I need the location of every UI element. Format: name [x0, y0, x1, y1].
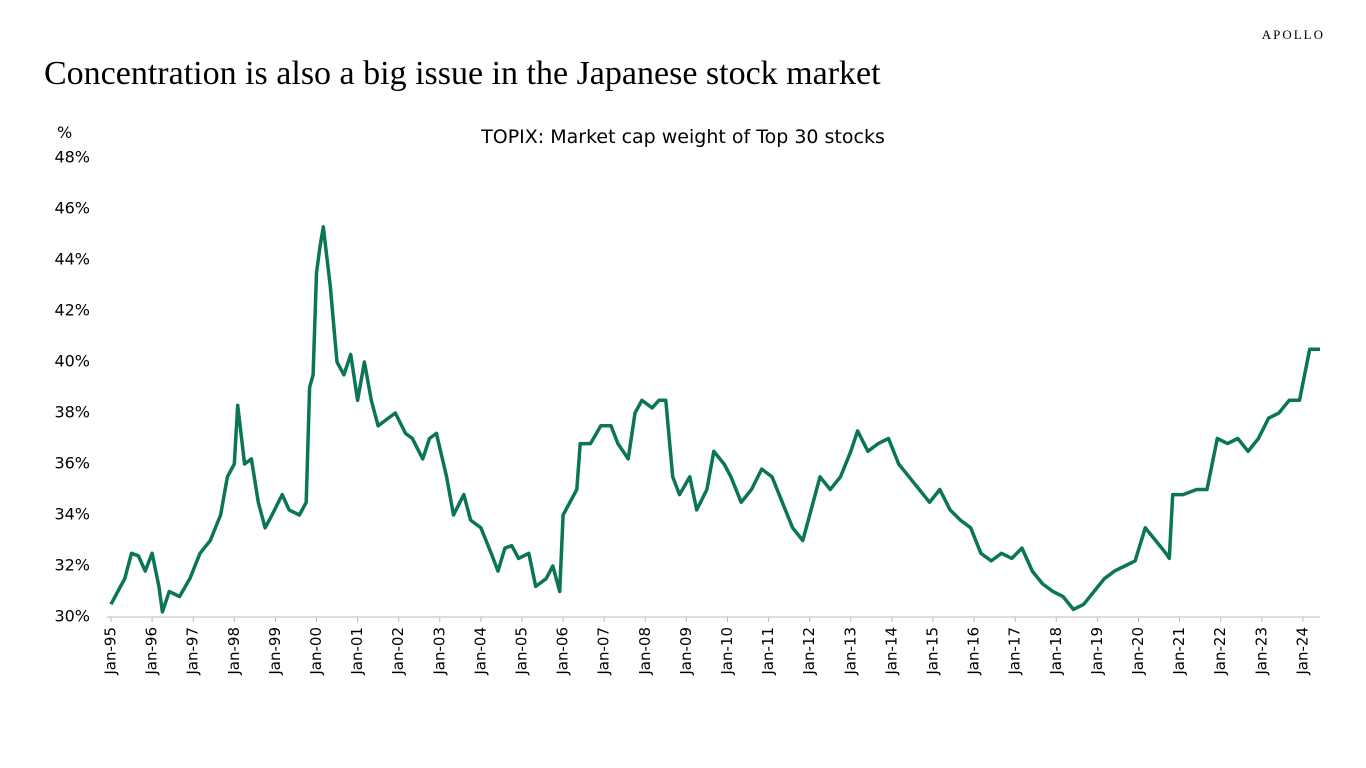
x-tick-label: Jan-95 [102, 627, 120, 676]
x-tick-label: Jan-15 [923, 627, 941, 676]
y-tick-label: 34% [54, 505, 90, 524]
y-tick-label: 36% [54, 454, 90, 473]
x-tick-label: Jan-01 [348, 627, 366, 676]
x-tick-label: Jan-99 [266, 627, 284, 676]
x-tick-label: Jan-97 [184, 627, 202, 676]
chart-subtitle: TOPIX: Market cap weight of Top 30 stock… [480, 126, 885, 148]
x-tick-label: Jan-06 [554, 627, 572, 676]
brand: APOLLO [1262, 27, 1325, 42]
x-tick-label: Jan-03 [430, 627, 448, 676]
x-tick-label: Jan-12 [800, 627, 818, 676]
data-line [109, 225, 1320, 614]
y-tick-label: 44% [54, 250, 90, 269]
y-tick-label: 42% [54, 301, 90, 320]
chart-title: Concentration is also a big issue in the… [44, 55, 881, 92]
x-tick-label: Jan-07 [595, 627, 613, 676]
x-tick-label: Jan-18 [1047, 627, 1065, 676]
x-tick-label: Jan-00 [307, 627, 325, 676]
x-tick-label: Jan-24 [1293, 627, 1311, 676]
x-tick-label: Jan-10 [718, 627, 736, 676]
y-tick-label: 48% [54, 148, 90, 167]
x-tick-label: Jan-02 [389, 627, 407, 676]
x-tick-label: Jan-08 [636, 627, 654, 676]
x-tick-label: Jan-23 [1252, 627, 1270, 676]
x-tick-label: Jan-96 [143, 627, 161, 676]
y-tick-label: 30% [54, 607, 90, 626]
x-tick-label: Jan-22 [1211, 627, 1229, 676]
y-tick-label: 32% [54, 556, 90, 575]
x-tick-label: Jan-09 [677, 627, 695, 676]
x-tick-label: Jan-98 [225, 627, 243, 676]
x-tick-label: Jan-04 [471, 627, 489, 676]
x-tick-label: Jan-14 [882, 627, 900, 676]
x-tick-label: Jan-19 [1088, 627, 1106, 676]
x-tick-label: Jan-11 [759, 627, 777, 676]
x-tick-label: Jan-05 [512, 627, 530, 676]
y-tick-label: 40% [54, 352, 90, 371]
x-tick-label: Jan-16 [965, 627, 983, 676]
y-tick-label: 38% [54, 403, 90, 422]
x-tick-label: Jan-13 [841, 627, 859, 676]
x-tick-label: Jan-17 [1006, 627, 1024, 676]
y-axis-label: % [57, 123, 72, 142]
x-tick-label: Jan-20 [1129, 627, 1147, 676]
y-tick-label: 46% [54, 199, 90, 218]
x-tick-label: Jan-21 [1170, 627, 1188, 676]
